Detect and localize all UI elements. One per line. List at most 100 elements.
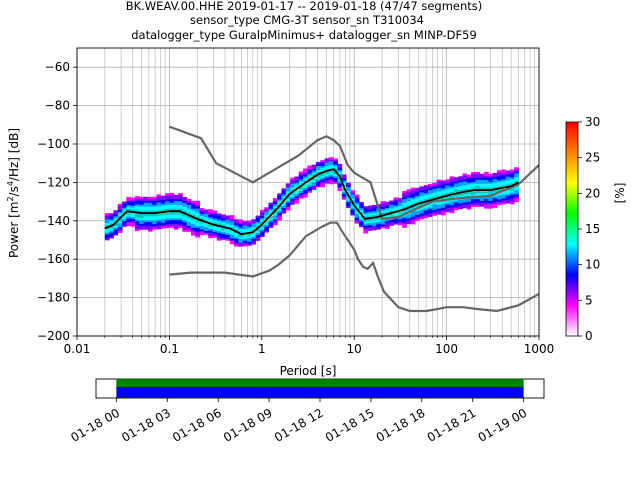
heatmap-cell: [277, 197, 282, 200]
heatmap-cell: [337, 165, 343, 169]
heatmap-cell: [458, 180, 463, 183]
heatmap-cell: [488, 183, 494, 186]
heatmap-cell: [380, 216, 386, 219]
x-tick-label: 10: [347, 342, 362, 356]
x-tick-label: 1000: [524, 342, 555, 356]
heatmap-cell: [419, 217, 425, 220]
heatmap-cell: [186, 227, 192, 230]
heatmap-cell: [475, 202, 481, 205]
heatmap-cell: [255, 217, 261, 220]
heatmap-cell: [479, 185, 485, 188]
heatmap-cell: [212, 233, 218, 236]
heatmap-cell: [117, 207, 123, 210]
heatmap-cell: [432, 186, 438, 189]
heatmap-cell: [203, 213, 209, 216]
heatmap-cell: [186, 204, 192, 207]
heatmap-cell: [484, 192, 489, 196]
heatmap-cell: [333, 160, 338, 163]
heatmap-cell: [402, 191, 407, 194]
heatmap-cell: [126, 204, 132, 207]
heatmap-cell: [190, 208, 196, 211]
heatmap-cell: [492, 196, 498, 199]
heatmap-cell: [160, 209, 166, 212]
heatmap-cell: [178, 219, 183, 223]
heatmap-cell: [363, 206, 369, 209]
heatmap-cell: [160, 199, 166, 202]
heatmap-cell: [190, 221, 196, 225]
heatmap-cell: [268, 212, 274, 215]
heatmap-cell: [186, 200, 192, 203]
heatmap-cell: [251, 236, 257, 239]
heatmap-cell: [514, 197, 519, 201]
heatmap-cell: [199, 229, 205, 232]
heatmap-cell: [195, 225, 201, 228]
heatmap-cell: [406, 220, 412, 223]
heatmap-cell: [173, 198, 179, 201]
heatmap-cell: [428, 185, 433, 189]
heatmap-cell: [147, 206, 153, 209]
heatmap-cell: [315, 181, 321, 184]
heatmap-cell: [165, 220, 170, 223]
y-tick-label: −60: [45, 60, 70, 74]
heatmap-cell: [139, 219, 144, 223]
heatmap-cell: [423, 187, 429, 190]
heatmap-cell: [307, 188, 313, 191]
heatmap-cell: [216, 228, 222, 232]
heatmap-cell: [354, 194, 360, 197]
heatmap-cell: [475, 204, 481, 207]
heatmap-cell: [173, 208, 179, 211]
heatmap-cell: [354, 211, 360, 214]
heatmap-cell: [462, 184, 468, 188]
heatmap-cell: [203, 217, 209, 220]
timeline-tick-label: 01-18 21: [425, 406, 479, 445]
heatmap-cell: [354, 215, 360, 218]
heatmap-cell: [152, 202, 157, 205]
heatmap-cell: [436, 208, 442, 211]
heatmap-cell: [462, 175, 468, 178]
heatmap-cell: [156, 213, 162, 216]
heatmap-cell: [130, 207, 136, 210]
heatmap-cell: [505, 199, 511, 202]
heatmap-cell: [419, 194, 425, 197]
heatmap-cell: [178, 202, 183, 205]
heatmap-cell: [354, 204, 360, 207]
heatmap-cell: [492, 180, 498, 183]
heatmap-cell: [423, 215, 429, 219]
heatmap-cell: [484, 179, 489, 182]
heatmap-cell: [234, 224, 239, 228]
heatmap-cell: [384, 201, 390, 204]
timeline-tick-label: 01-18 00: [68, 406, 122, 445]
heatmap-cell: [147, 223, 153, 226]
heatmap-cell: [122, 224, 127, 227]
heatmap-cell: [315, 179, 321, 182]
heatmap-cell: [130, 209, 136, 212]
heatmap-cell: [242, 242, 248, 245]
heatmap-cell: [415, 212, 420, 216]
heatmap-cell: [109, 230, 114, 233]
heatmap-cell: [514, 178, 519, 181]
heatmap-cell: [475, 187, 481, 190]
heatmap-cell: [216, 213, 222, 216]
nlnm-curve: [169, 221, 540, 313]
heatmap-cell: [190, 227, 196, 230]
heatmap-cell: [376, 221, 382, 224]
heatmap-cell: [440, 209, 446, 212]
heatmap-cell: [169, 219, 175, 223]
heatmap-cell: [182, 200, 188, 203]
heatmap-cell: [440, 188, 446, 191]
heatmap-cell: [428, 183, 433, 187]
heatmap-cell: [488, 187, 494, 190]
heatmap-cell: [169, 225, 175, 228]
heatmap-cell: [216, 217, 222, 220]
heatmap-cell: [234, 219, 239, 222]
heatmap-cell: [147, 202, 153, 205]
heatmap-cell: [139, 198, 144, 201]
heatmap-cell: [139, 217, 144, 221]
heatmap-cell: [104, 216, 110, 220]
heatmap-cell: [298, 179, 304, 182]
heatmap-cell: [488, 206, 494, 209]
heatmap-cell: [346, 186, 351, 189]
heatmap-cell: [199, 231, 205, 234]
heatmap-cell: [354, 206, 360, 209]
